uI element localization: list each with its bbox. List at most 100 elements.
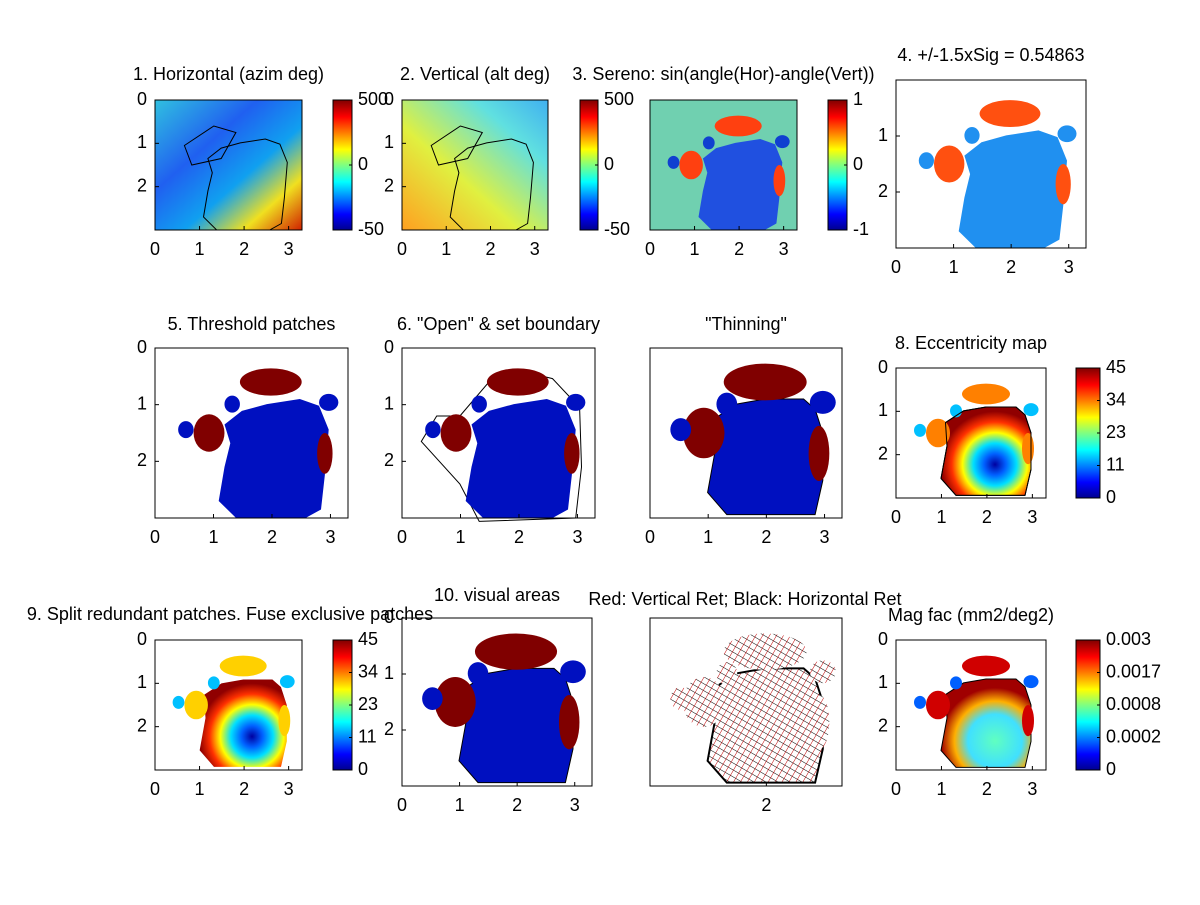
patch xyxy=(425,421,441,439)
patch xyxy=(979,100,1041,128)
x-tick-label: 2 xyxy=(761,795,771,815)
patch xyxy=(918,152,935,170)
chart-title: 2. Vertical (alt deg) xyxy=(400,64,550,84)
colorbar-tick-label: 500 xyxy=(604,89,634,109)
x-tick-label: 2 xyxy=(982,507,992,527)
x-tick-label: 3 xyxy=(820,527,830,547)
colorbar-tick-label: 0 xyxy=(853,154,863,174)
y-tick-label: 0 xyxy=(137,89,147,109)
y-tick-label: 0 xyxy=(384,89,394,109)
patch xyxy=(707,398,824,516)
y-tick-label: 1 xyxy=(384,393,394,413)
y-tick-label: 2 xyxy=(137,715,147,735)
patch xyxy=(808,694,830,750)
x-tick-label: 3 xyxy=(1027,779,1037,799)
x-tick-label: 2 xyxy=(239,239,249,259)
y-tick-label: 2 xyxy=(878,443,888,463)
x-tick-label: 3 xyxy=(1027,507,1037,527)
patch xyxy=(683,677,725,727)
colorbar-tick-label: 0 xyxy=(358,759,368,779)
axes-box xyxy=(649,99,798,231)
patch xyxy=(178,421,194,439)
axes-box xyxy=(895,639,1047,771)
patch xyxy=(940,678,1032,768)
chart-title: 1. Horizontal (azim deg) xyxy=(133,64,324,84)
x-tick-label: 2 xyxy=(734,239,744,259)
colorbar xyxy=(1075,639,1101,771)
colorbar-tick-label: 45 xyxy=(1106,357,1126,377)
patch xyxy=(679,150,703,180)
x-tick-label: 1 xyxy=(441,239,451,259)
x-tick-label: 1 xyxy=(936,507,946,527)
patch xyxy=(698,139,783,230)
patch xyxy=(926,690,950,720)
image xyxy=(402,100,548,230)
axes-box xyxy=(154,347,349,519)
patch xyxy=(278,705,291,737)
area-border xyxy=(430,125,484,166)
patch xyxy=(773,165,786,197)
axes-box xyxy=(649,617,843,787)
y-tick-label: 0 xyxy=(878,357,888,377)
x-tick-label: 1 xyxy=(455,795,465,815)
patch xyxy=(962,383,1010,405)
x-tick-label: 0 xyxy=(397,795,407,815)
patch xyxy=(702,136,715,150)
colorbar-tick-label: 45 xyxy=(358,629,378,649)
patch xyxy=(279,675,295,689)
colorbar-tick-label: 34 xyxy=(358,661,378,681)
x-tick-label: 0 xyxy=(891,507,901,527)
patch xyxy=(670,687,692,710)
colorbar-tick-label: 34 xyxy=(1106,389,1126,409)
x-tick-label: 3 xyxy=(530,239,540,259)
patch xyxy=(319,393,339,411)
chart-title: Mag fac (mm2/deg2) xyxy=(888,605,1054,625)
x-tick-label: 1 xyxy=(936,779,946,799)
y-tick-label: 1 xyxy=(384,132,394,152)
y-tick-label: 0 xyxy=(384,607,394,627)
y-tick-label: 2 xyxy=(384,450,394,470)
patch xyxy=(723,363,807,401)
patch xyxy=(465,399,576,518)
colorbar-tick-label: 0.0017 xyxy=(1106,661,1161,681)
axes-box xyxy=(401,99,549,231)
chart-title: 6. "Open" & set boundary xyxy=(397,314,600,334)
patch xyxy=(434,677,476,727)
chart-title: 4. +/-1.5xSig = 0.54863 xyxy=(897,45,1084,65)
patch xyxy=(1023,675,1039,689)
patch xyxy=(239,368,302,396)
y-tick-label: 1 xyxy=(878,400,888,420)
y-tick-label: 0 xyxy=(384,337,394,357)
x-tick-label: 3 xyxy=(284,779,294,799)
colorbar-tick-label: 0.003 xyxy=(1106,629,1151,649)
x-tick-label: 2 xyxy=(512,795,522,815)
x-tick-label: 1 xyxy=(690,239,700,259)
y-tick-label: 1 xyxy=(137,132,147,152)
patch xyxy=(198,678,288,768)
patch xyxy=(184,690,208,720)
area-border xyxy=(183,125,237,166)
patch xyxy=(962,655,1010,677)
colorbar-tick-label: 23 xyxy=(358,694,378,714)
patch xyxy=(964,127,980,144)
patch xyxy=(422,687,443,710)
colorbar-tick-label: 0 xyxy=(358,154,368,174)
patch xyxy=(716,392,738,416)
patch xyxy=(486,368,549,396)
y-tick-label: 1 xyxy=(878,672,888,692)
y-tick-label: 2 xyxy=(384,719,394,739)
colorbar xyxy=(1075,367,1101,499)
x-tick-label: 1 xyxy=(195,239,205,259)
area-border xyxy=(449,138,534,231)
y-tick-label: 2 xyxy=(384,175,394,195)
patch xyxy=(471,395,487,413)
patch xyxy=(809,390,836,414)
patch xyxy=(317,433,333,474)
x-tick-label: 3 xyxy=(1064,257,1074,277)
y-tick-label: 0 xyxy=(878,629,888,649)
x-tick-label: 1 xyxy=(949,257,959,277)
patch xyxy=(926,418,950,448)
y-tick-label: 2 xyxy=(137,175,147,195)
area-border xyxy=(202,138,288,231)
patch xyxy=(224,395,240,413)
